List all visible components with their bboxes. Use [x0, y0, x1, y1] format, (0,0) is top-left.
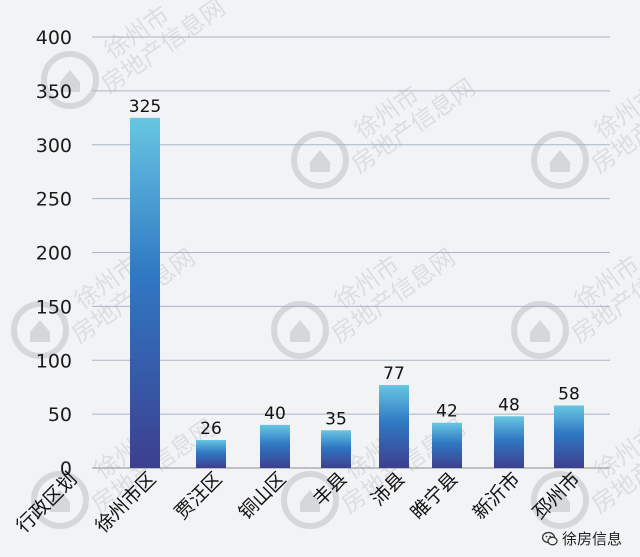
bar: [321, 430, 351, 468]
house-icon: [30, 320, 50, 342]
y-axis-ticks: 0 50 100 150 200 250 300 350 400: [36, 27, 72, 480]
watermark-logo-icon: [31, 471, 89, 529]
bar: [130, 117, 160, 468]
brand-badge: 徐房信息: [541, 528, 622, 549]
bar: [196, 439, 226, 468]
x-tick-label: 新沂市: [469, 468, 525, 524]
value-label: 325: [129, 97, 161, 117]
house-icon: [550, 490, 570, 512]
house-icon: [290, 320, 310, 342]
watermark-text: 徐州市房地产信息网: [571, 52, 640, 179]
y-tick-label: 200: [36, 243, 72, 265]
house-icon: [60, 70, 80, 92]
watermark-text: 徐州市房地产信息网: [311, 222, 460, 349]
watermark-logo-icon: [291, 131, 349, 189]
watermark-logo-icon: [11, 301, 69, 359]
house-icon: [530, 320, 550, 342]
watermark-logo-icon: [511, 301, 569, 359]
watermark-text: 徐州市房地产信息网: [331, 52, 480, 179]
brand-label: 徐房信息: [561, 530, 622, 548]
bars: [130, 117, 584, 468]
x-tick-label: 睢宁县: [407, 468, 463, 524]
bar: [554, 405, 584, 468]
house-icon: [550, 150, 570, 172]
bar: [379, 385, 409, 468]
y-tick-label: 400: [36, 27, 72, 49]
house-icon: [50, 490, 70, 512]
watermark-logo-icon: [271, 301, 329, 359]
house-icon: [300, 490, 320, 512]
value-labels: 325 26 40 35 77 42 48 58: [129, 97, 580, 439]
watermark-logo-icon: [531, 471, 589, 529]
y-tick-label: 0: [60, 458, 72, 480]
bar: [494, 416, 524, 468]
watermark-text: 徐州市房地产信息网: [81, 0, 230, 99]
watermark-logo-icon: [281, 471, 339, 529]
value-label: 42: [436, 402, 458, 422]
watermark: 徐州市房地产信息网: [531, 52, 640, 189]
watermark: 徐州市房地产信息网: [271, 222, 460, 359]
value-label: 48: [498, 395, 520, 415]
y-tick-label: 350: [36, 81, 72, 103]
value-label: 35: [325, 409, 347, 429]
watermark: 徐州市房地产信息网: [511, 243, 640, 359]
watermark: 徐州市房地产信息网: [291, 52, 480, 189]
watermark-logo-icon: [531, 131, 589, 189]
bar: [260, 424, 290, 468]
wechat-icon: [541, 531, 558, 545]
gridlines: [92, 36, 610, 469]
y-tick-label: 300: [36, 135, 72, 157]
house-icon: [310, 150, 330, 172]
y-tick-label: 100: [36, 350, 72, 372]
x-tick-label: 贾汪区: [171, 468, 227, 524]
bar: [432, 422, 462, 468]
value-label: 58: [558, 385, 580, 405]
watermark-logo-icon: [41, 51, 99, 109]
y-tick-label: 250: [36, 189, 72, 211]
value-label: 26: [200, 419, 222, 439]
value-label: 77: [383, 364, 405, 384]
y-tick-label: 50: [48, 404, 72, 426]
watermark-text: 徐州市房地产信息网: [51, 222, 200, 349]
value-label: 40: [264, 404, 286, 424]
y-tick-label: 150: [36, 296, 72, 318]
